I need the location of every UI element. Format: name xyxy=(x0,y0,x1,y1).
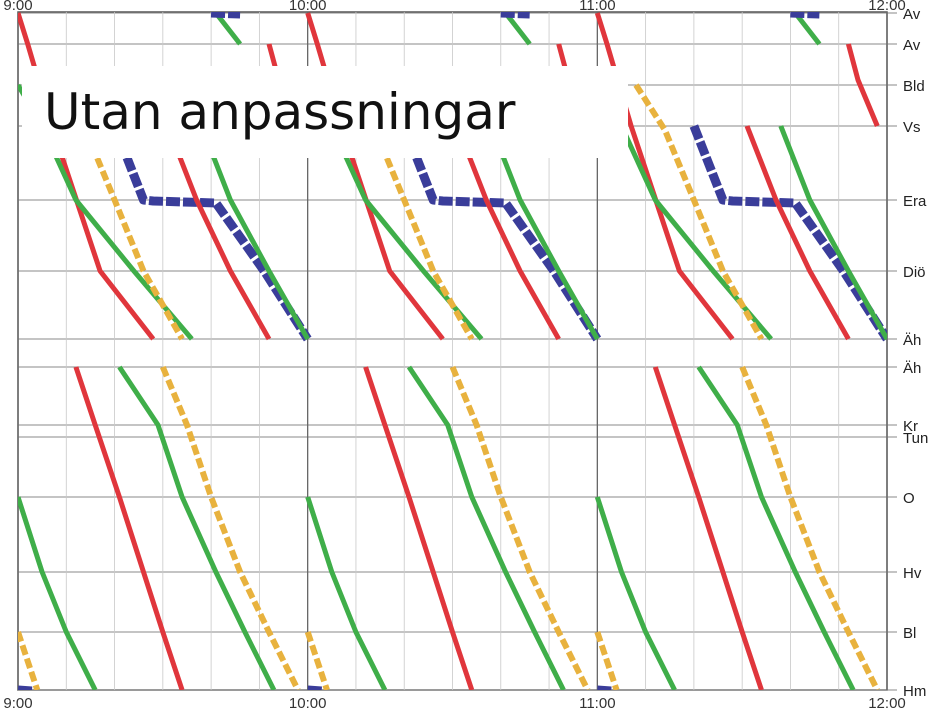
train-path-yellow xyxy=(594,631,620,690)
train-path-blue xyxy=(500,12,530,19)
train-path-yellow xyxy=(304,631,330,690)
x-tick-label-top: 9:00 xyxy=(3,0,32,14)
train-path-yellow xyxy=(633,83,765,341)
train-path-green xyxy=(406,365,566,690)
train-path-yellow xyxy=(739,365,880,690)
station-label: Hm xyxy=(903,683,926,700)
station-label: Vs xyxy=(903,119,921,136)
station-label: O xyxy=(903,490,915,507)
station-label: Hv xyxy=(903,565,922,582)
train-path-green xyxy=(199,125,310,341)
station-label: Äh xyxy=(903,332,921,349)
x-tick-label-top: 10:00 xyxy=(289,0,327,14)
train-path-red xyxy=(744,125,851,341)
station-label: Era xyxy=(903,193,927,210)
station-label: Av xyxy=(903,37,921,54)
train-path-green xyxy=(117,365,277,690)
station-label: Diö xyxy=(903,264,926,281)
x-tick-label: 9:00 xyxy=(3,695,32,711)
x-tick-label: 10:00 xyxy=(289,695,327,711)
train-path-blue xyxy=(689,124,887,342)
train-path-green xyxy=(213,12,243,46)
train-path-red xyxy=(73,366,185,690)
train-path-red xyxy=(652,366,764,690)
train-path-green xyxy=(305,496,388,690)
station-label: Av xyxy=(903,6,921,23)
station-label: Bl xyxy=(903,625,916,642)
train-path-green xyxy=(778,125,887,341)
label-layer: 9:009:0010:0010:0011:0011:0012:0012:00Av… xyxy=(3,0,928,712)
train-path-blue xyxy=(790,12,820,19)
train-path-red xyxy=(845,43,880,127)
train-path-green xyxy=(594,496,677,690)
train-path-red xyxy=(594,12,735,341)
train-path-green xyxy=(488,125,600,341)
train-path-green xyxy=(793,12,822,46)
station-label: Tun xyxy=(903,430,928,447)
train-path-blue xyxy=(110,124,312,342)
train-path-yellow xyxy=(449,365,591,690)
station-label: Bld xyxy=(903,78,925,95)
station-label: Kr xyxy=(903,418,918,435)
x-tick-label: 12:00 xyxy=(868,695,906,711)
x-tick-label: 11:00 xyxy=(579,695,615,711)
title-box: Utan anpassningar xyxy=(22,66,628,158)
train-path-red xyxy=(165,125,272,341)
chart-title: Utan anpassningar xyxy=(44,83,516,141)
train-path-green xyxy=(503,12,532,46)
station-label: Äh xyxy=(903,360,921,377)
x-tick-label-top: 12:00 xyxy=(868,0,906,14)
train-path-yellow xyxy=(160,365,301,690)
train-path-blue xyxy=(400,124,602,342)
x-tick-label-top: 11:00 xyxy=(579,0,615,14)
train-path-blue xyxy=(210,12,241,19)
train-path-green xyxy=(696,365,856,690)
train-path-red xyxy=(363,366,475,690)
train-path-green xyxy=(18,496,98,690)
train-path-yellow xyxy=(18,631,41,690)
train-path-red xyxy=(454,125,561,341)
